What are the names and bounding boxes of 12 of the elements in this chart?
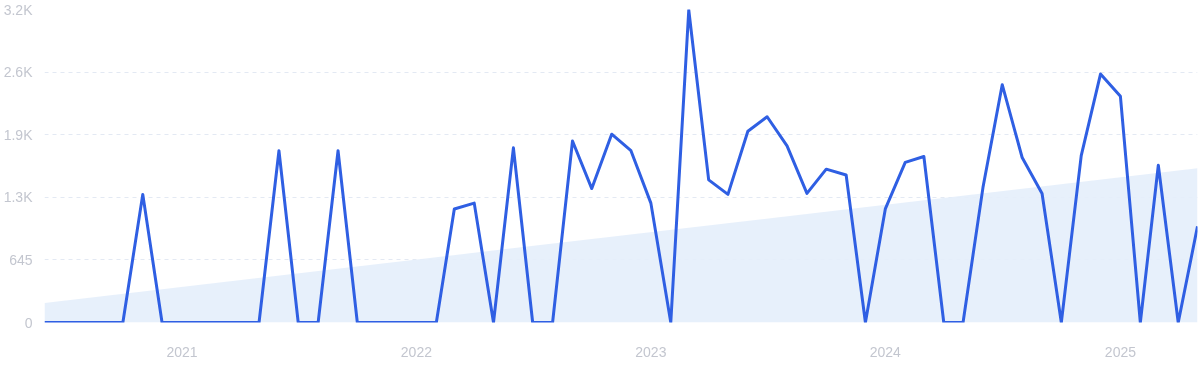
x-tick-label: 2022 (400, 343, 433, 360)
x-tick-label: 2023 (635, 343, 667, 360)
y-tick-label: 2.6K (3, 64, 34, 81)
line-series (44, 9, 1198, 323)
y-tick-label: 645 (9, 251, 33, 268)
x-tick-label: 2021 (166, 343, 198, 360)
y-tick-label: 3.2K (3, 1, 34, 18)
x-tick-label: 2024 (869, 343, 902, 360)
x-tick-label: 2025 (1104, 343, 1137, 360)
y-tick-label: 1.3K (3, 189, 34, 206)
y-tick-label: 0 (24, 314, 33, 331)
y-tick-label: 1.9K (3, 126, 34, 143)
